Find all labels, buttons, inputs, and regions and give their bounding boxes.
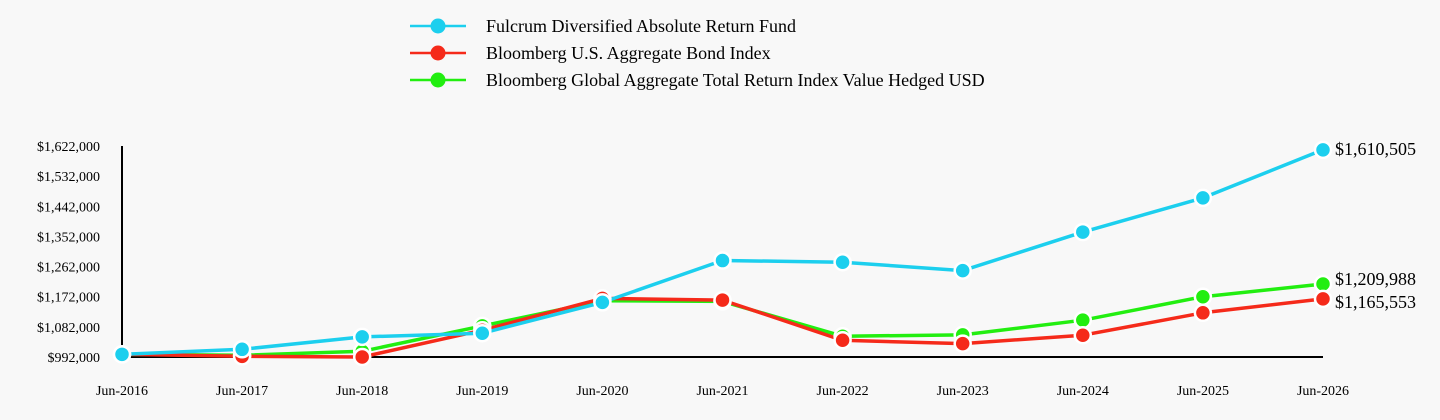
- x-tick-label: Jun-2019: [456, 384, 508, 399]
- data-point: [1073, 310, 1093, 330]
- y-tick-label: $1,172,000: [37, 291, 100, 306]
- x-tick-label: Jun-2016: [96, 384, 148, 399]
- data-point: [713, 290, 732, 310]
- legend-swatch-marker: [430, 18, 446, 34]
- data-point: [713, 251, 732, 270]
- data-point: [1193, 188, 1213, 208]
- legend-item: Bloomberg U.S. Aggregate Bond Index: [410, 43, 771, 63]
- legend-label: Fulcrum Diversified Absolute Return Fund: [486, 16, 796, 36]
- y-tick-label: $1,262,000: [37, 261, 100, 276]
- x-tick-label: Jun-2025: [1177, 384, 1229, 399]
- y-tick-label: $1,442,000: [37, 200, 100, 215]
- data-point: [833, 252, 852, 272]
- legend-swatch-marker: [430, 72, 446, 88]
- chart-legend: Fulcrum Diversified Absolute Return Fund…: [410, 16, 985, 90]
- data-point: [953, 334, 972, 353]
- y-tick-label: $1,082,000: [37, 321, 100, 336]
- end-labels: $1,610,505 $1,165,553 $1,209,988: [1335, 139, 1416, 312]
- data-point: [833, 331, 852, 350]
- end-value-label: $1,610,505: [1335, 139, 1416, 159]
- x-tick-label: Jun-2018: [336, 384, 388, 399]
- end-value-label: $1,165,553: [1335, 292, 1416, 312]
- chart-axes: $992,000 $1,082,000 $1,172,000 $1,262,000 $1…: [37, 140, 1349, 399]
- series-points: [112, 140, 1333, 367]
- data-point: [1313, 289, 1333, 309]
- x-tick-label: Jun-2026: [1297, 384, 1349, 399]
- end-value-label: $1,209,988: [1335, 269, 1416, 289]
- data-point: [1193, 287, 1213, 306]
- data-point: [1073, 325, 1093, 345]
- x-tick-label: Jun-2023: [937, 384, 989, 399]
- x-tick-label: Jun-2020: [576, 384, 628, 399]
- x-tick-label: Jun-2022: [817, 384, 869, 399]
- data-point: [232, 340, 252, 359]
- x-tick-label: Jun-2021: [696, 384, 748, 399]
- legend-swatch-marker: [430, 45, 446, 61]
- data-point: [1193, 303, 1213, 323]
- data-point: [1313, 140, 1333, 160]
- y-tick-label: $1,532,000: [37, 170, 100, 185]
- y-tick-label: $992,000: [48, 351, 101, 366]
- x-tick-label: Jun-2017: [216, 384, 268, 399]
- data-point: [953, 261, 972, 280]
- y-tick-label: $1,622,000: [37, 140, 100, 155]
- y-tick-label: $1,352,000: [37, 230, 100, 245]
- data-point: [1313, 274, 1333, 294]
- data-point: [112, 345, 132, 364]
- data-point: [352, 327, 372, 347]
- data-point: [1073, 222, 1093, 242]
- x-tick-label: Jun-2024: [1057, 384, 1109, 399]
- legend-item: Bloomberg Global Aggregate Total Return …: [410, 70, 985, 90]
- data-point: [593, 293, 612, 312]
- data-point: [352, 347, 372, 367]
- legend-label: Bloomberg U.S. Aggregate Bond Index: [486, 43, 771, 63]
- legend-item: Fulcrum Diversified Absolute Return Fund: [410, 16, 796, 36]
- legend-label: Bloomberg Global Aggregate Total Return …: [486, 70, 985, 90]
- data-point: [473, 323, 492, 343]
